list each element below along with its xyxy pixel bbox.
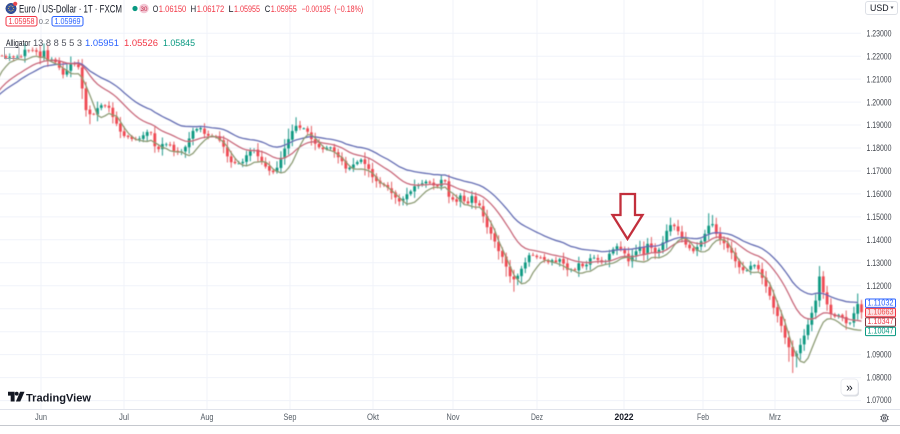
svg-text:»: » — [846, 381, 853, 395]
svg-text:13 8 8 5 5 3: 13 8 8 5 5 3 — [33, 38, 82, 48]
svg-text:Jul: Jul — [119, 412, 129, 422]
svg-text:0.2: 0.2 — [39, 17, 50, 26]
svg-text:Euro / US-Dollar · 1T · FXCM: Euro / US-Dollar · 1T · FXCM — [19, 4, 122, 16]
svg-text:Feb: Feb — [697, 412, 709, 422]
svg-text:1.16000: 1.16000 — [867, 189, 892, 199]
svg-text:H: H — [191, 4, 197, 14]
svg-text:1.10347: 1.10347 — [868, 316, 894, 326]
svg-text:C: C — [265, 4, 271, 14]
svg-text:L: L — [229, 4, 234, 14]
svg-text:(−0.18%): (−0.18%) — [334, 4, 363, 14]
svg-text:1.15000: 1.15000 — [867, 212, 892, 222]
svg-text:1.06172: 1.06172 — [197, 4, 225, 14]
svg-text:1.22000: 1.22000 — [867, 51, 892, 61]
svg-text:O: O — [153, 4, 159, 14]
svg-text:Alligator: Alligator — [6, 38, 31, 48]
svg-text:1.09000: 1.09000 — [867, 350, 892, 360]
svg-text:1.17000: 1.17000 — [867, 166, 892, 176]
svg-text:1.05526: 1.05526 — [124, 38, 158, 48]
svg-text:1.13000: 1.13000 — [867, 258, 892, 268]
svg-text:1.05951: 1.05951 — [85, 38, 119, 48]
svg-text:1.12000: 1.12000 — [867, 281, 892, 291]
svg-text:1.23000: 1.23000 — [867, 28, 892, 38]
svg-text:1.21000: 1.21000 — [867, 74, 892, 84]
svg-text:Okt: Okt — [367, 412, 379, 422]
svg-text:Aug: Aug — [201, 412, 214, 422]
svg-text:1.07000: 1.07000 — [867, 395, 892, 405]
svg-text:USD: USD — [870, 3, 889, 13]
svg-text:1.05969: 1.05969 — [55, 16, 81, 26]
svg-text:1.20000: 1.20000 — [867, 97, 892, 107]
svg-text:1.05958: 1.05958 — [9, 16, 35, 26]
svg-text:Dez: Dez — [531, 412, 543, 422]
svg-text:1.05955: 1.05955 — [234, 4, 260, 14]
svg-text:TradingView: TradingView — [26, 392, 92, 404]
svg-text:Nov: Nov — [447, 412, 460, 422]
svg-text:1.18000: 1.18000 — [867, 143, 892, 153]
svg-text:1.10663: 1.10663 — [868, 307, 894, 317]
svg-text:1.06150: 1.06150 — [159, 4, 187, 14]
svg-text:−0.00195: −0.00195 — [302, 4, 331, 14]
svg-text:Mrz: Mrz — [769, 412, 781, 422]
svg-text:1.08000: 1.08000 — [867, 373, 892, 383]
svg-text:30: 30 — [141, 6, 148, 13]
svg-text:1.05845: 1.05845 — [163, 38, 195, 48]
svg-text:1.11032: 1.11032 — [868, 297, 894, 307]
svg-text:1.14000: 1.14000 — [867, 235, 892, 245]
svg-text:1.05955: 1.05955 — [271, 4, 297, 14]
svg-text:1.19000: 1.19000 — [867, 120, 892, 130]
svg-text:Jun: Jun — [35, 412, 47, 422]
svg-text:2022: 2022 — [615, 412, 634, 422]
svg-text:Sep: Sep — [284, 412, 297, 422]
svg-text:1.10047: 1.10047 — [868, 326, 894, 336]
